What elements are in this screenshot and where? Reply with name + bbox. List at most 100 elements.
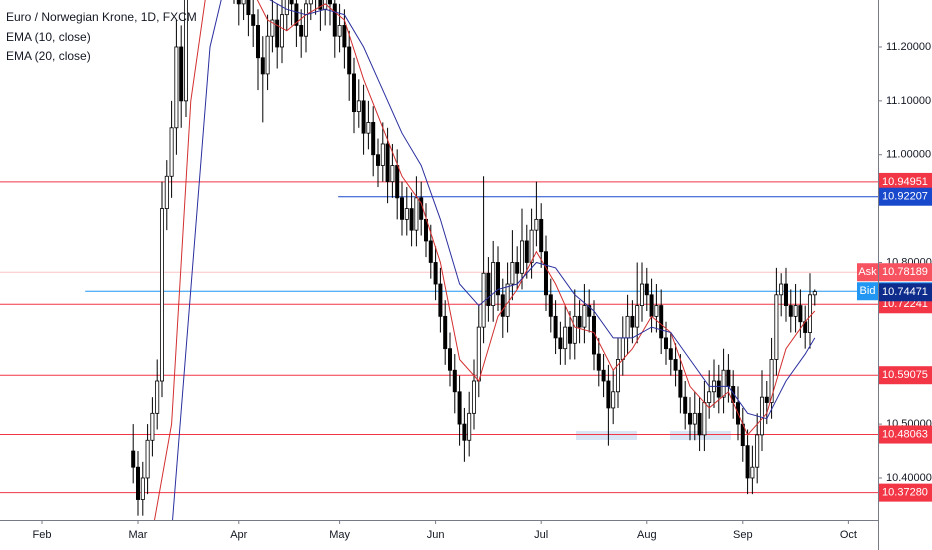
level-label-bg xyxy=(879,366,932,385)
candle-body xyxy=(726,369,731,387)
candle-body xyxy=(769,359,774,403)
level-label: 10.37280 xyxy=(882,487,928,499)
candle-body xyxy=(673,359,678,371)
ask-tag-bg xyxy=(857,263,878,282)
candle-body xyxy=(318,0,323,10)
candle-body xyxy=(361,100,366,134)
candle-body xyxy=(567,326,572,344)
candle-body xyxy=(558,337,563,350)
candle-body xyxy=(486,272,491,306)
candle-body xyxy=(644,283,649,296)
candle-body xyxy=(284,0,289,16)
candle-body xyxy=(721,369,726,398)
level-label-bg xyxy=(879,483,932,502)
x-tick-label: Jun xyxy=(427,529,445,541)
candle-body xyxy=(759,396,764,436)
candle-body xyxy=(788,305,793,317)
candle-body xyxy=(654,305,659,317)
ema-line xyxy=(172,0,816,520)
candle-body xyxy=(236,0,241,5)
chart-title: Euro / Norwegian Krone, 1D, FXCM xyxy=(6,10,197,24)
candle-body xyxy=(668,348,673,360)
candle-body xyxy=(582,305,587,328)
candle-body xyxy=(404,208,409,220)
bid-tag-bg xyxy=(857,282,878,301)
x-tick-label: Apr xyxy=(230,529,247,541)
candle-body xyxy=(697,412,702,436)
candle-body xyxy=(155,380,160,414)
candle-body xyxy=(131,450,136,468)
candle-body xyxy=(327,0,332,5)
level-label-bg xyxy=(879,187,932,206)
candle-body xyxy=(649,294,654,317)
x-tick-label: Mar xyxy=(129,529,148,541)
candle-body xyxy=(596,353,601,371)
candle-body xyxy=(807,294,812,333)
candle-body xyxy=(380,143,385,166)
candle-body xyxy=(471,380,476,414)
y-tick-label: 11.20000 xyxy=(886,41,931,53)
candle-body xyxy=(150,412,155,441)
candle-body xyxy=(462,423,467,441)
candle-body xyxy=(467,412,472,441)
level-label: 10.48063 xyxy=(882,428,928,440)
x-tick-label: Sep xyxy=(733,529,753,541)
candle-body xyxy=(179,46,184,102)
candle-body xyxy=(351,73,356,113)
candle-body xyxy=(332,3,337,37)
candle-body xyxy=(515,262,520,274)
candle-body xyxy=(366,122,371,134)
candle-body xyxy=(294,3,299,26)
bid-tag: Bid xyxy=(860,285,876,297)
candle-body xyxy=(543,251,548,296)
candle-body xyxy=(625,315,630,339)
y-tick-label: 10.40000 xyxy=(886,472,932,484)
candle-body xyxy=(611,391,616,409)
candle-body xyxy=(251,14,256,26)
x-tick-label: May xyxy=(329,529,350,541)
candle-body xyxy=(779,283,784,296)
candle-body xyxy=(135,466,140,500)
candle-body xyxy=(659,305,664,339)
candle-body xyxy=(399,197,404,220)
candle-body xyxy=(337,25,342,37)
candle-body xyxy=(755,434,760,468)
level-label-bg xyxy=(879,172,932,191)
ema-line xyxy=(154,0,816,520)
candle-body xyxy=(798,305,803,323)
candle-body xyxy=(246,0,251,16)
ask-tag: Ask xyxy=(858,266,877,278)
candle-body xyxy=(476,326,481,382)
x-tick-label: Jul xyxy=(534,529,548,541)
candle-body xyxy=(793,305,798,317)
candle-body xyxy=(630,315,635,328)
candle-body xyxy=(572,315,577,344)
x-tick-label: Feb xyxy=(33,529,52,541)
candle-body xyxy=(491,262,496,306)
candle-body xyxy=(164,175,169,210)
candle-body xyxy=(375,154,380,166)
plot-area xyxy=(0,0,878,520)
candle-body xyxy=(505,283,510,317)
candle-body xyxy=(750,466,755,479)
candle-body xyxy=(145,439,150,479)
candle-body xyxy=(548,294,553,317)
candle-body xyxy=(457,391,462,425)
candle-body xyxy=(577,315,582,328)
candle-body xyxy=(639,283,644,306)
candle-body xyxy=(356,100,361,113)
candle-body xyxy=(692,412,697,425)
candle-body xyxy=(395,165,400,199)
candle-body xyxy=(745,445,750,479)
candle-body xyxy=(303,3,308,37)
candle-body xyxy=(519,240,524,274)
candle-body xyxy=(812,291,817,296)
legend-entry: EMA (10, close) xyxy=(6,30,91,44)
axes: 10.4000010.5000010.8000011.0000011.10000… xyxy=(33,41,932,541)
candle-body xyxy=(265,35,270,75)
level-label: 10.59075 xyxy=(882,369,928,381)
candle-body xyxy=(687,412,692,425)
level-label: 10.94951 xyxy=(882,176,928,188)
candle-body xyxy=(169,127,174,177)
